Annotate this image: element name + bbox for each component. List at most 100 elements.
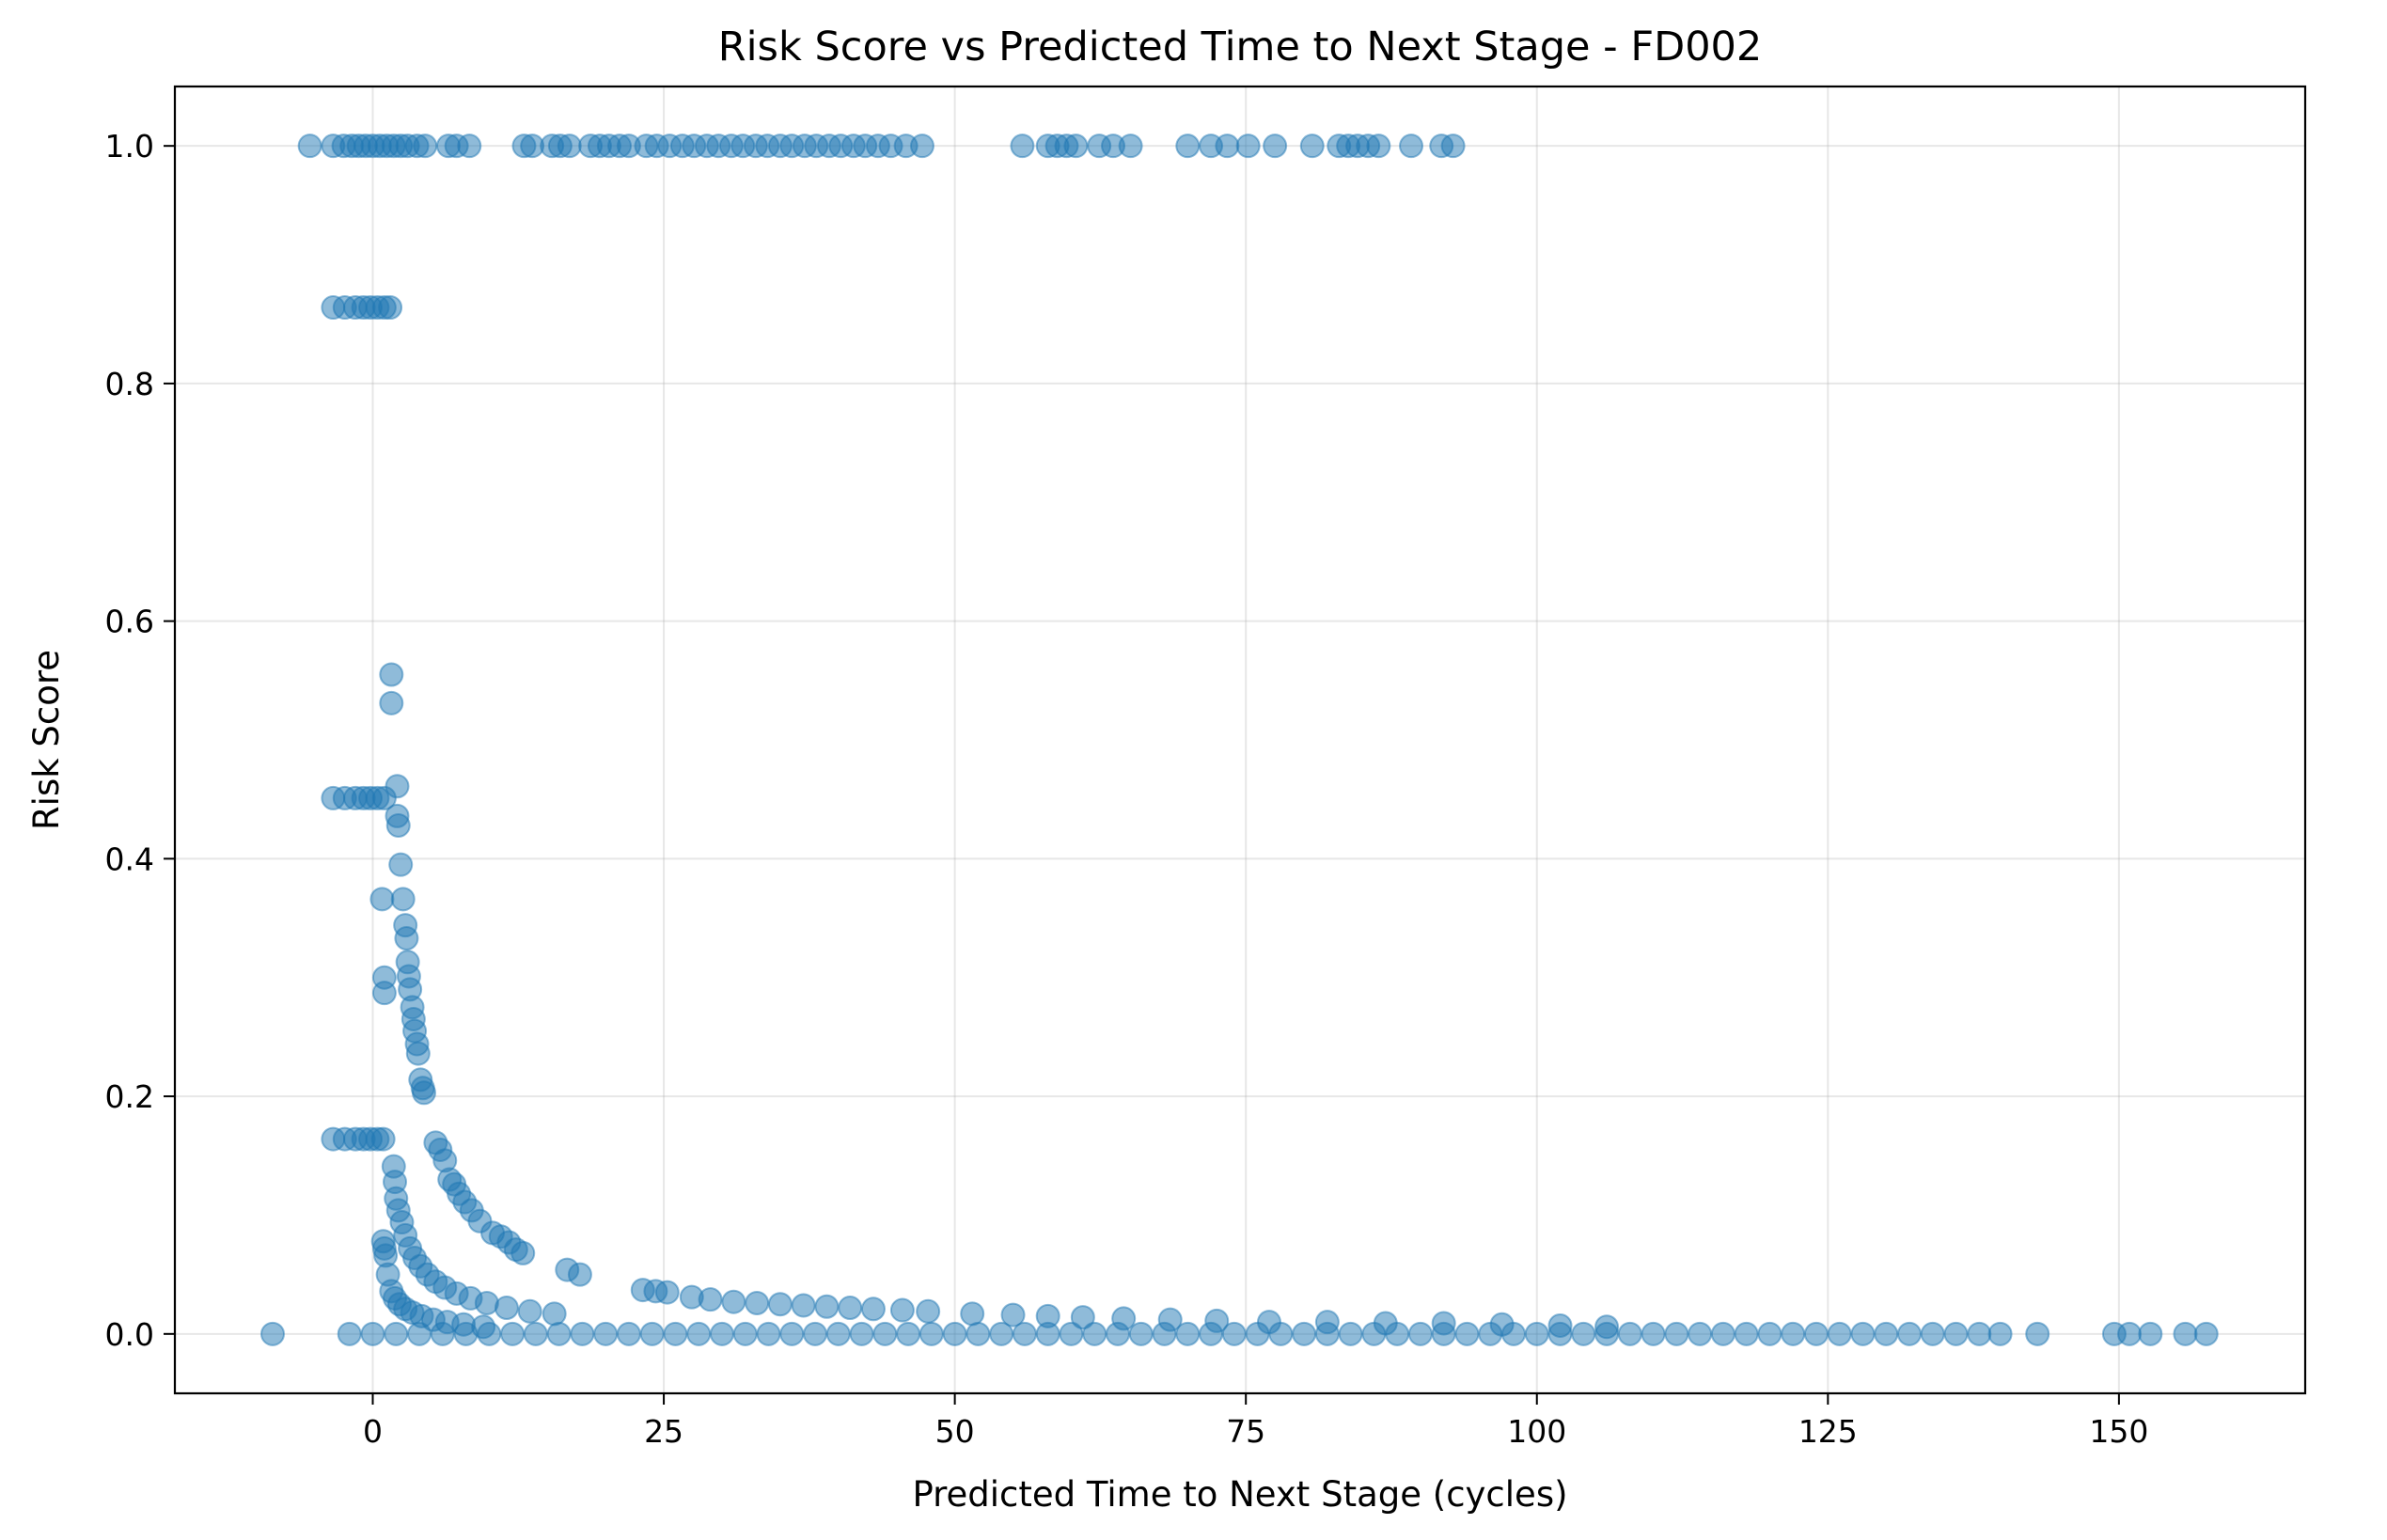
data-point: [1012, 1321, 1037, 1346]
data-point: [1987, 1321, 2013, 1346]
data-point: [1431, 1321, 1456, 1346]
data-point: [1641, 1321, 1666, 1346]
data-point: [849, 1321, 874, 1346]
data-point: [1920, 1321, 1945, 1346]
data-point: [1710, 1321, 1735, 1346]
data-point: [567, 1262, 592, 1287]
data-point: [477, 1321, 502, 1346]
data-point: [557, 134, 582, 159]
data-point: [1070, 1305, 1095, 1330]
data-point: [1221, 1321, 1247, 1346]
data-point: [1314, 1321, 1340, 1346]
data-point: [570, 1321, 595, 1346]
data-point: [2117, 1321, 2143, 1346]
data-point: [1967, 1321, 1992, 1346]
data-point: [1500, 1321, 1526, 1346]
data-point: [889, 1297, 915, 1323]
y-tick-label: 0.0: [105, 1316, 154, 1353]
data-point: [517, 1298, 542, 1324]
data-point: [966, 1321, 991, 1346]
data-point: [732, 1321, 758, 1346]
data-point: [1268, 1321, 1294, 1346]
plot-frame: [173, 85, 2307, 1395]
data-point: [542, 1301, 567, 1327]
data-point: [872, 1321, 898, 1346]
data-point: [371, 981, 397, 1006]
data-point: [721, 1289, 746, 1314]
data-point: [1366, 134, 1391, 159]
data-point: [1035, 1321, 1060, 1346]
data-point: [709, 1321, 734, 1346]
data-point: [791, 1293, 816, 1318]
data-point: [385, 774, 410, 799]
data-point: [369, 887, 395, 912]
data-point: [779, 1321, 805, 1346]
data-point: [474, 1290, 499, 1315]
chart-title: Risk Score vs Predicted Time to Next Sta…: [718, 24, 1763, 71]
y-tick-label: 0.6: [105, 604, 154, 640]
data-point: [1235, 134, 1261, 159]
data-point: [453, 1321, 479, 1346]
data-point: [1524, 1321, 1549, 1346]
data-point: [2025, 1321, 2050, 1346]
data-point: [1781, 1321, 1806, 1346]
data-point: [523, 1321, 548, 1346]
data-point: [1664, 1321, 1689, 1346]
data-point: [500, 1321, 526, 1346]
data-point: [919, 1321, 944, 1346]
data-point: [405, 1041, 431, 1066]
data-point: [909, 134, 934, 159]
data-point: [1896, 1321, 1922, 1346]
data-point: [838, 1296, 863, 1321]
data-point: [1361, 1321, 1387, 1346]
data-point: [1827, 1321, 1852, 1346]
data-point: [1128, 1321, 1154, 1346]
data-point: [394, 926, 419, 951]
data-point: [494, 1296, 519, 1321]
data-point: [1152, 1321, 1177, 1346]
data-point: [989, 1321, 1014, 1346]
data-point: [1617, 1321, 1642, 1346]
data-point: [2138, 1321, 2163, 1346]
x-tick-label: 75: [1226, 1413, 1265, 1450]
data-point: [510, 1240, 536, 1265]
data-point: [379, 662, 404, 687]
data-point: [1245, 1321, 1270, 1346]
data-point: [1571, 1321, 1596, 1346]
data-point: [378, 295, 403, 321]
data-point: [1118, 134, 1143, 159]
data-point: [430, 1321, 455, 1346]
x-axis-ticks: 0 25 50 75 100 125 150: [363, 1393, 2148, 1450]
data-point: [1263, 134, 1288, 159]
x-tick-label: 50: [935, 1413, 975, 1450]
data-point: [1440, 134, 1466, 159]
data-point: [385, 812, 411, 838]
data-point: [337, 1321, 362, 1346]
data-point: [654, 1280, 680, 1305]
data-point: [1199, 1321, 1224, 1346]
data-point: [593, 1321, 619, 1346]
data-point: [390, 887, 416, 912]
data-point: [1850, 1321, 1876, 1346]
data-point: [1454, 1321, 1480, 1346]
data-point: [1734, 1321, 1759, 1346]
data-point: [411, 1080, 436, 1106]
data-point: [896, 1321, 921, 1346]
data-point: [379, 690, 404, 715]
data-point: [360, 1321, 385, 1346]
data-point: [1105, 1321, 1130, 1346]
data-point: [803, 1321, 828, 1346]
data-point: [1688, 1321, 1713, 1346]
data-point: [745, 1290, 770, 1315]
data-point: [698, 1287, 723, 1312]
data-point: [546, 1321, 572, 1346]
data-point: [616, 1321, 641, 1346]
data-point: [1803, 1321, 1829, 1346]
data-point: [1299, 134, 1325, 159]
data-point: [407, 1321, 432, 1346]
x-tick-label: 100: [1507, 1413, 1566, 1450]
x-tick-label: 25: [644, 1413, 683, 1450]
data-point: [1407, 1321, 1433, 1346]
